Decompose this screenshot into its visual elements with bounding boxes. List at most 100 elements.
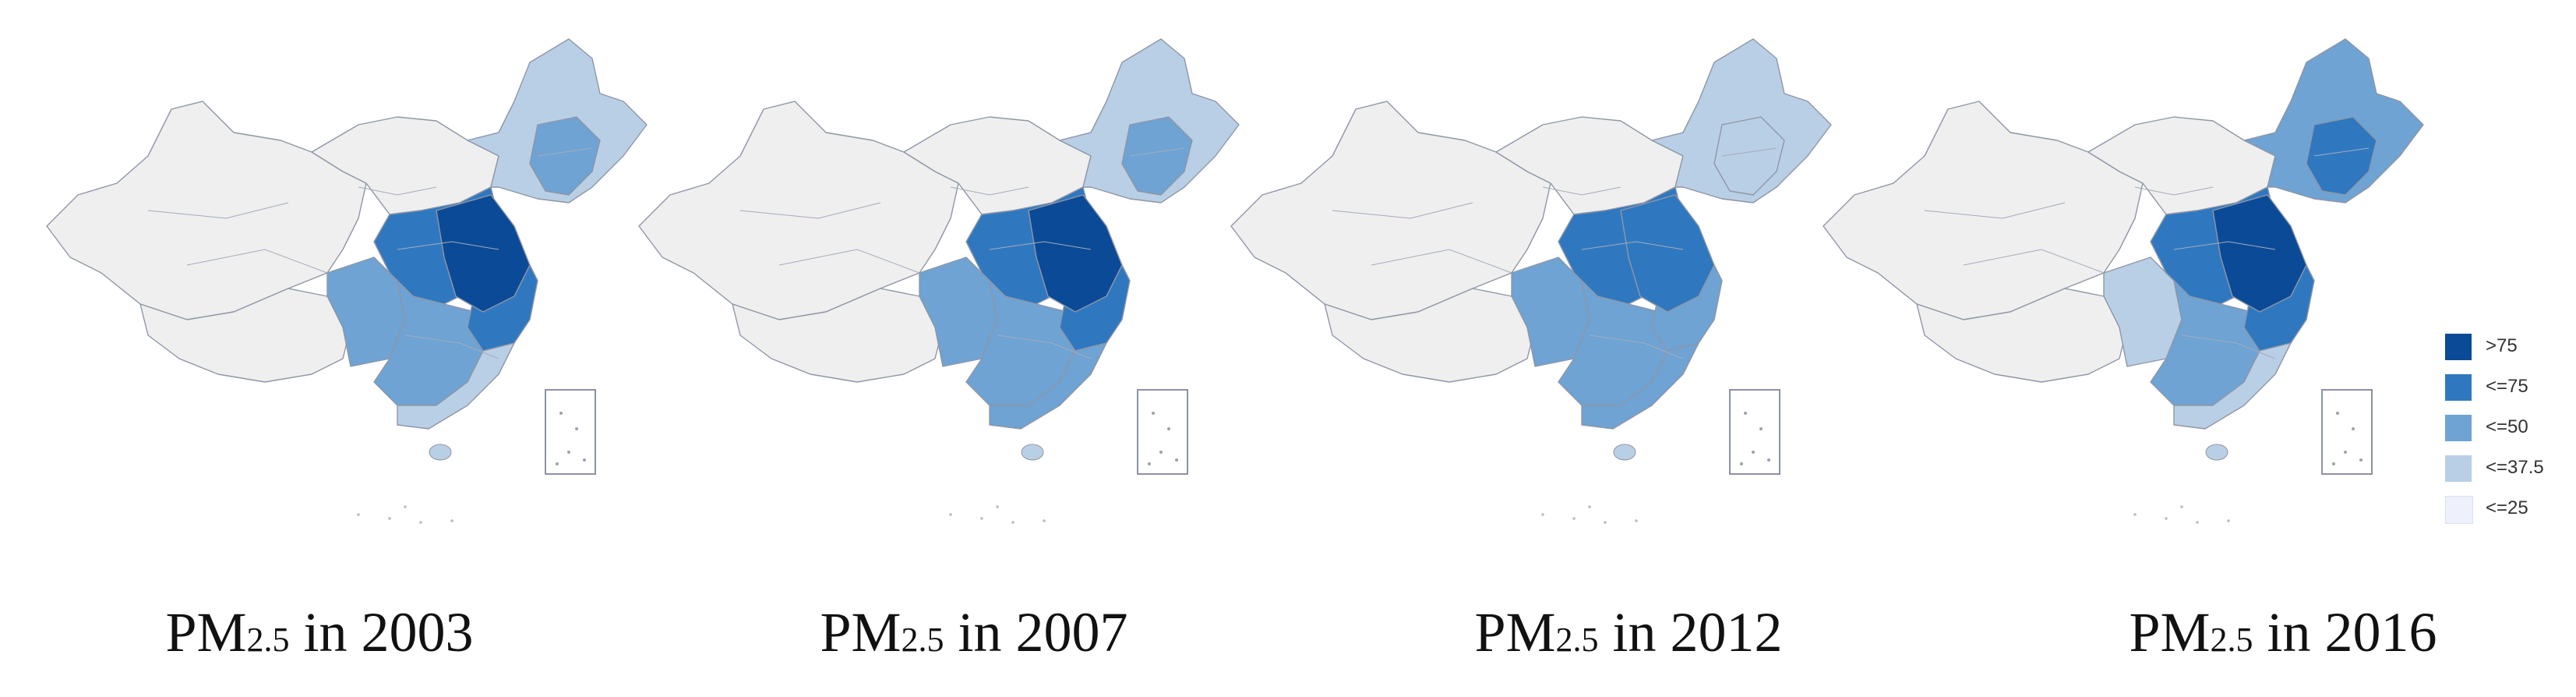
hainan-island	[1613, 444, 1636, 461]
region-south-coast	[989, 342, 1107, 430]
region-tibet	[732, 288, 944, 383]
inset-island	[1167, 427, 1170, 430]
inset-island	[2344, 451, 2347, 454]
caption-prefix: PM	[165, 601, 247, 663]
sea-island	[996, 505, 999, 508]
legend-swatch	[2445, 496, 2473, 524]
caption-2016: PM2.5 in 2016	[1979, 600, 2576, 665]
legend-label: >75	[2486, 335, 2518, 356]
province-border	[1589, 334, 1684, 359]
inset-island	[583, 458, 586, 462]
province-border	[537, 147, 593, 157]
legend: >75 <=75 <=50 <=37.5 <=25	[2445, 327, 2576, 530]
province-border	[404, 334, 499, 359]
caption-suffix: in 2003	[289, 601, 474, 663]
caption-suffix: in 2012	[1598, 601, 1783, 663]
inset-island	[1152, 412, 1155, 415]
sea-island	[357, 513, 360, 516]
inset-island	[1159, 451, 1163, 454]
sea-island	[949, 513, 952, 516]
province-border	[1332, 202, 1473, 219]
province-border	[358, 186, 437, 196]
inset-island	[575, 427, 578, 430]
south-china-sea-inset	[545, 389, 596, 475]
sea-island	[2196, 521, 2199, 524]
region-tibet	[1324, 288, 1536, 383]
inset-island	[1767, 458, 1770, 462]
caption-subscript: 2.5	[246, 621, 290, 659]
inset-island	[1175, 458, 1178, 462]
caption-prefix: PM	[2129, 601, 2211, 663]
sea-island	[980, 517, 983, 520]
region-northeast-core	[1121, 116, 1193, 196]
sea-island	[450, 519, 453, 522]
inset-island	[1744, 412, 1747, 415]
sea-island	[419, 521, 422, 524]
region-south-coast	[1581, 342, 1699, 430]
region-west	[1823, 101, 2144, 320]
region-northeast-core	[2306, 116, 2377, 196]
caption-2003: PM2.5 in 2003	[16, 600, 623, 665]
sea-island	[388, 517, 391, 520]
province-border	[2173, 241, 2276, 250]
region-west	[46, 101, 367, 320]
caption-2012: PM2.5 in 2012	[1325, 600, 1932, 665]
sea-island	[1604, 521, 1607, 524]
region-center-core	[1028, 194, 1123, 313]
region-center-core	[1620, 194, 1715, 313]
province-border	[997, 334, 1092, 359]
caption-suffix: in 2016	[2253, 601, 2437, 663]
sea-island	[2133, 513, 2137, 516]
province-border	[1963, 249, 2105, 274]
province-border	[147, 202, 289, 219]
region-south-coast	[2173, 342, 2292, 430]
china-map-2007	[638, 38, 1240, 524]
province-border	[2181, 334, 2276, 359]
inset-island	[2352, 427, 2355, 430]
inset-island	[2336, 412, 2339, 415]
province-border	[950, 186, 1029, 196]
south-china-sea-inset	[1137, 389, 1188, 475]
legend-label: <=75	[2486, 376, 2528, 397]
sea-island	[2165, 517, 2168, 520]
legend-swatch	[2445, 334, 2472, 360]
inset-island	[559, 412, 563, 415]
caption-subscript: 2.5	[1555, 621, 1599, 659]
province-border	[397, 241, 499, 250]
province-border	[989, 241, 1092, 250]
inset-island	[1759, 427, 1763, 430]
province-border	[2134, 186, 2214, 196]
region-center-core	[2212, 194, 2307, 313]
caption-prefix: PM	[1474, 601, 1556, 663]
legend-item: <=50	[2445, 409, 2576, 449]
province-border	[1581, 241, 1684, 250]
region-west	[638, 101, 959, 320]
province-border	[778, 249, 920, 274]
region-tibet	[139, 288, 351, 383]
legend-label: <=50	[2486, 416, 2528, 437]
sea-island	[2227, 519, 2230, 522]
region-northeast-core	[1713, 116, 1785, 196]
region-south-coast	[397, 342, 515, 430]
hainan-island	[429, 444, 452, 461]
china-map-2012	[1230, 38, 1832, 524]
map-panel-2012	[1216, 16, 1832, 561]
sea-island	[404, 505, 407, 508]
hainan-island	[1021, 444, 1044, 461]
map-panel-2016	[1808, 16, 2424, 561]
province-border	[1924, 202, 2066, 219]
region-center-core	[436, 194, 531, 313]
inset-island	[1148, 462, 1151, 465]
inset-island	[556, 462, 559, 465]
sea-island	[2180, 505, 2183, 508]
china-map-2016	[1823, 38, 2424, 524]
province-border	[739, 202, 881, 219]
inset-island	[567, 451, 570, 454]
hainan-island	[2205, 444, 2228, 461]
inset-island	[2359, 458, 2363, 462]
caption-subscript: 2.5	[2210, 621, 2253, 659]
province-border	[1129, 147, 1185, 157]
legend-item: <=75	[2445, 368, 2576, 409]
sea-island	[1011, 521, 1015, 524]
legend-label: <=25	[2486, 497, 2528, 518]
